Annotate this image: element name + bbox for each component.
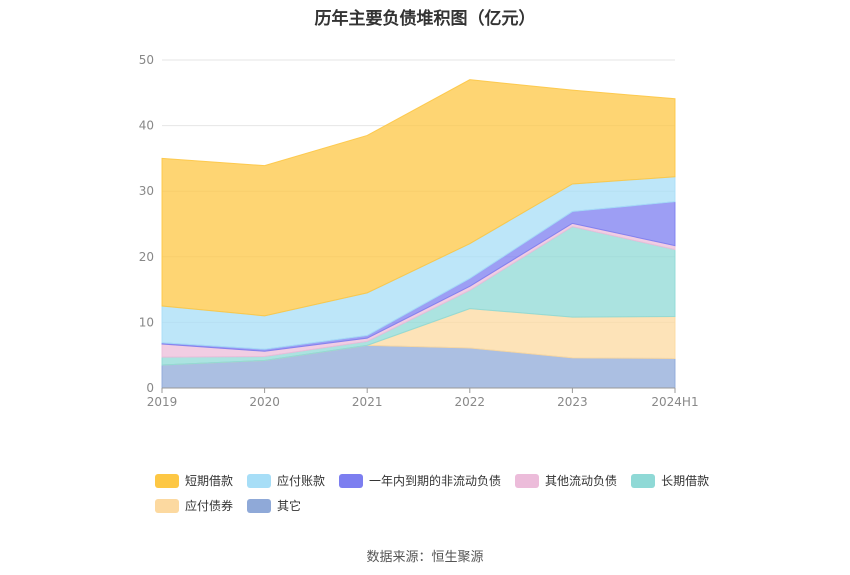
legend-label: 其他流动负债 <box>545 474 618 488</box>
legend-swatch <box>247 473 272 488</box>
legend-item[interactable]: 应付账款 <box>247 472 325 489</box>
legend-swatch <box>247 498 272 513</box>
legend-swatch <box>339 473 364 488</box>
legend-label: 长期借款 <box>661 474 710 488</box>
x-tick-label: 2020 <box>249 395 280 409</box>
x-tick-label: 2021 <box>352 395 383 409</box>
legend-label: 应付债券 <box>185 499 234 513</box>
x-tick-label: 2024H1 <box>651 395 698 409</box>
data-source-note: 数据来源：恒生聚源 <box>366 550 484 565</box>
y-tick-label: 40 <box>139 119 154 133</box>
legend-swatch <box>155 473 179 488</box>
y-tick-label: 30 <box>139 184 154 198</box>
legend-label: 短期借款 <box>185 474 234 488</box>
legend-item[interactable]: 应付债券 <box>155 497 233 514</box>
legend-item[interactable]: 其它 <box>247 497 301 514</box>
legend-swatch <box>155 498 179 513</box>
y-tick-label: 10 <box>139 315 154 329</box>
legend-label: 一年内到期的非流动负债 <box>369 474 502 488</box>
legend-label: 其它 <box>277 499 302 513</box>
legend-swatch <box>515 473 540 488</box>
legend-item[interactable]: 一年内到期的非流动负债 <box>339 472 501 489</box>
chart-title: 历年主要负债堆积图（亿元） <box>314 9 536 29</box>
x-tick-label: 2019 <box>147 395 178 409</box>
legend-item[interactable]: 其他流动负债 <box>515 472 617 489</box>
y-tick-label: 20 <box>139 250 154 264</box>
chart-legend: 短期借款 应付账款 一年内到期的非流动负债 其他流动负债 长期借款 应付债券 其… <box>155 472 715 514</box>
y-tick-label: 50 <box>139 53 154 67</box>
x-tick-label: 2023 <box>557 395 588 409</box>
x-tick-label: 2022 <box>455 395 486 409</box>
legend-item[interactable]: 短期借款 <box>155 472 233 489</box>
legend-label: 应付账款 <box>277 474 326 488</box>
area-series <box>161 79 676 317</box>
legend-swatch <box>631 473 656 488</box>
legend-item[interactable]: 长期借款 <box>631 472 709 489</box>
y-tick-label: 0 <box>146 381 154 395</box>
